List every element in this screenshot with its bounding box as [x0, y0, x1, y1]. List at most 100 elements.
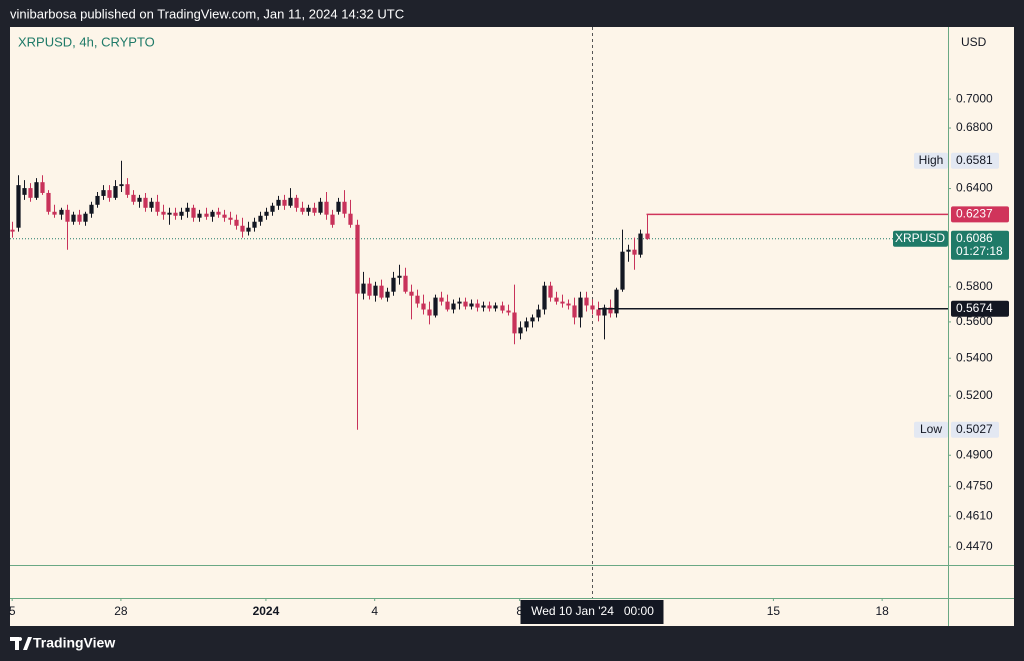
candle-body: [10, 229, 15, 232]
candles: [10, 160, 650, 430]
candle-body: [252, 221, 257, 228]
candle-body: [258, 215, 263, 222]
candle-body: [421, 303, 426, 310]
crosshair-label: Wed 10 Jan '24 00:00: [531, 604, 654, 618]
marker-value: 0.5027: [956, 422, 993, 436]
y-tick-label: 0.5200: [956, 388, 993, 402]
y-tick-label: 0.5800: [956, 279, 993, 293]
candle-body: [65, 209, 70, 222]
candle-body: [645, 233, 650, 239]
candle-body: [83, 213, 88, 222]
candle-body: [385, 291, 390, 298]
candle-body: [536, 309, 541, 318]
price-label-bg: [951, 206, 1009, 223]
candle-body: [614, 289, 619, 314]
candle-body: [548, 285, 553, 298]
candle-body: [578, 297, 583, 318]
candle-body: [137, 197, 142, 202]
candle-body: [512, 312, 517, 334]
brand: TradingView: [33, 635, 115, 651]
candle-body: [469, 303, 474, 307]
candle-body: [493, 305, 498, 309]
candle-body: [403, 275, 408, 292]
x-tick-label: 18: [875, 604, 889, 618]
candle-body: [475, 303, 480, 308]
candle-body: [240, 225, 245, 232]
marker-name: High: [919, 153, 944, 167]
candle-body: [336, 201, 341, 212]
candle-body: [506, 310, 511, 313]
candle-body: [632, 249, 637, 255]
candle-body: [131, 194, 136, 202]
candle-body: [596, 309, 601, 316]
candle-body: [246, 227, 251, 232]
candle-body: [210, 211, 215, 217]
candle-body: [584, 297, 589, 306]
candle-body: [463, 301, 468, 307]
marker-value-bg: [951, 421, 999, 438]
y-tick-label: 0.4610: [956, 508, 993, 522]
countdown-label: 01:27:18: [956, 244, 1003, 258]
currency: USD: [961, 35, 987, 49]
candle-body: [590, 305, 595, 310]
last-price-label: 0.6086: [956, 231, 993, 245]
candle-body: [439, 297, 444, 302]
candle-body: [197, 213, 202, 218]
candle-body: [361, 283, 366, 294]
price-label-bg: [951, 300, 1009, 317]
candle-body: [22, 188, 27, 195]
candle-body: [119, 184, 124, 187]
candle-body: [282, 199, 287, 206]
candle-body: [457, 301, 462, 304]
logo-icon: [10, 637, 32, 650]
candle-body: [626, 249, 631, 252]
symbol-label: XRPUSD: [895, 231, 945, 245]
candle-body: [318, 201, 323, 213]
x-tick-label: 15: [767, 604, 781, 618]
candle-body: [445, 301, 450, 310]
price-label: 0.5674: [956, 301, 993, 315]
candle-body: [143, 197, 148, 208]
candle-body: [234, 219, 239, 226]
candle-body: [107, 190, 112, 198]
candle-body: [52, 211, 57, 215]
candle-body: [530, 317, 535, 322]
x-tick-label: 2024: [253, 604, 280, 618]
candle-body: [554, 297, 559, 302]
candle-body: [101, 190, 106, 196]
candle-body: [500, 305, 505, 311]
candle-body: [355, 224, 360, 294]
last-price-bg: [951, 230, 1009, 260]
candle-body: [191, 207, 196, 218]
candle-body: [71, 214, 76, 222]
candle-body: [397, 275, 402, 278]
candle-body: [288, 197, 293, 206]
candle-body: [28, 188, 33, 198]
candle-body: [391, 277, 396, 292]
candle-body: [638, 233, 643, 255]
candle-body: [34, 182, 39, 198]
candle-body: [264, 211, 269, 216]
symbol-legend: XRPUSD, 4h, CRYPTO: [18, 34, 155, 49]
marker-name-bg: [914, 421, 948, 438]
x-tick-label: 5: [9, 604, 16, 618]
candle-body: [409, 291, 414, 296]
candle-body: [179, 211, 184, 216]
candle-body: [204, 213, 209, 217]
candle-body: [149, 201, 154, 208]
candle-body: [342, 201, 347, 214]
candle-body: [40, 182, 45, 193]
candle-body: [155, 201, 160, 212]
marker-value: 0.6581: [956, 153, 993, 167]
candle-body: [276, 199, 281, 206]
candle-body: [161, 211, 166, 215]
candle-body: [46, 192, 51, 212]
candle-body: [222, 214, 227, 218]
candle-body: [312, 207, 317, 213]
candle-body: [300, 207, 305, 212]
x-tick-label: 28: [114, 604, 128, 618]
candle-body: [481, 305, 486, 308]
candle-body: [306, 207, 311, 212]
marker-name-bg: [914, 152, 948, 169]
